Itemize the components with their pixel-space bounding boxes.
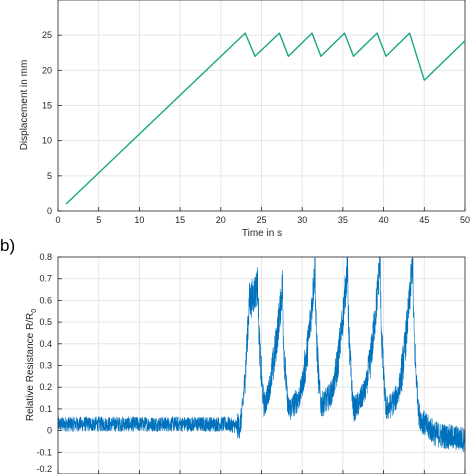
y-tick-label: 5 [47,171,52,181]
series-a [65,32,466,205]
y-axis-label-b-sub: 0 [31,309,38,313]
y-tick-label: 0.1 [39,404,52,414]
y-tick-label: 0.6 [39,295,52,305]
resistance-line [57,256,466,453]
y-tick-label: 25 [42,30,52,40]
axes-box-a [57,0,466,212]
axes-box-b [57,256,466,474]
resistance-chart: b) 0.8 0.7 0.6 0.5 0.4 0.3 0.2 0.1 0 -0.1 -0.2 Rel… [0,236,466,474]
x-axis-label-a: Time in s [242,228,282,239]
y-tick-label: 0.3 [39,361,52,371]
x-tick-label: 35 [338,215,348,225]
y-axis-label-b: Relative Resistance R/R0 [25,309,38,421]
ticks-b: 0.8 0.7 0.6 0.5 0.4 0.3 0.2 0.1 0 -0.1 -0.2 [36,252,466,474]
y-tick-label: 0.7 [39,274,52,284]
displacement-line [65,32,466,205]
x-tick-label: 15 [175,215,185,225]
x-tick-label: 25 [256,215,266,225]
x-tick-label: 40 [379,215,389,225]
x-tick-label: 10 [134,215,144,225]
y-tick-label: 0.4 [39,339,52,349]
y-tick-label: 0.5 [39,317,52,327]
y-axis-label-b-main: Relative Resistance R/R [25,313,36,421]
x-tick-label: 0 [55,215,60,225]
ticks-a: 0 5 10 15 20 25 30 35 40 45 50 0 5 10 15 20 25 [42,0,470,225]
y-tick-label: -0.2 [36,464,52,474]
y-tick-label: 0 [47,206,52,216]
y-tick-label: 20 [42,65,52,75]
y-tick-label: 15 [42,101,52,111]
x-tick-label: 50 [460,215,470,225]
displacement-chart: 0 5 10 15 20 25 30 35 40 45 50 0 5 10 15 20 25 Time in s… [19,0,470,239]
panel-label-b: b) [0,236,15,255]
x-tick-label: 20 [216,215,226,225]
x-tick-label: 45 [419,215,429,225]
x-tick-label: 5 [96,215,101,225]
y-tick-label: -0.1 [36,447,52,457]
y-tick-label: 0.8 [39,252,52,262]
y-axis-label-a: Displacement in mm [19,60,30,151]
x-tick-label: 30 [297,215,307,225]
y-tick-label: 10 [42,136,52,146]
series-b [57,256,466,453]
y-tick-label: 0 [47,426,52,436]
y-tick-label: 0.2 [39,382,52,392]
